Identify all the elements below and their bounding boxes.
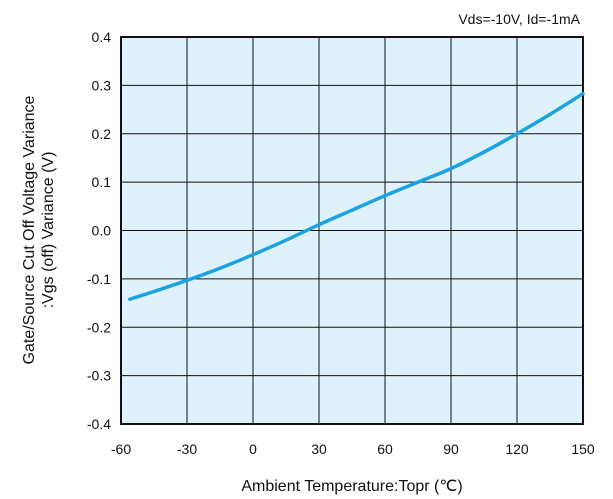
y-tick-label: -0.4 bbox=[87, 416, 111, 432]
y-axis-title-line1: Gate/Source Cut Off Voltage Variance bbox=[21, 95, 38, 364]
plot-frame bbox=[120, 36, 584, 425]
x-tick-label: -60 bbox=[111, 441, 131, 457]
y-tick-label: -0.2 bbox=[87, 319, 111, 335]
y-tick-label: 0.1 bbox=[92, 174, 112, 190]
x-tick-label: 90 bbox=[443, 441, 459, 457]
x-tick-label: 60 bbox=[377, 441, 393, 457]
x-tick-labels: -60 -30 0 30 60 90 120 150 bbox=[111, 441, 595, 457]
y-axis-title: Gate/Source Cut Off Voltage Variance :Vg… bbox=[21, 95, 57, 364]
y-tick-label: 0.3 bbox=[92, 77, 112, 93]
y-tick-label: -0.1 bbox=[87, 271, 111, 287]
x-tick-label: 0 bbox=[249, 441, 257, 457]
x-tick-label: 120 bbox=[505, 441, 529, 457]
y-tick-labels: 0.4 0.3 0.2 0.1 0.0 -0.1 -0.2 -0.3 -0.4 bbox=[87, 29, 111, 432]
y-tick-label: 0.4 bbox=[92, 29, 112, 45]
x-axis-title: Ambient Temperature:Topr (℃) bbox=[241, 478, 462, 495]
series-layer bbox=[128, 91, 585, 301]
y-tick-label: -0.3 bbox=[87, 368, 111, 384]
x-tick-label: -30 bbox=[177, 441, 197, 457]
condition-annotation: Vds=-10V, Id=-1mA bbox=[458, 11, 580, 27]
y-tick-label: 0.2 bbox=[92, 126, 112, 142]
y-axis-title-line2: :Vgs (off) Variance (V) bbox=[40, 152, 57, 309]
x-tick-label: 150 bbox=[571, 441, 595, 457]
series-line bbox=[128, 91, 585, 301]
y-tick-label: 0.0 bbox=[92, 223, 112, 239]
x-tick-label: 30 bbox=[311, 441, 327, 457]
